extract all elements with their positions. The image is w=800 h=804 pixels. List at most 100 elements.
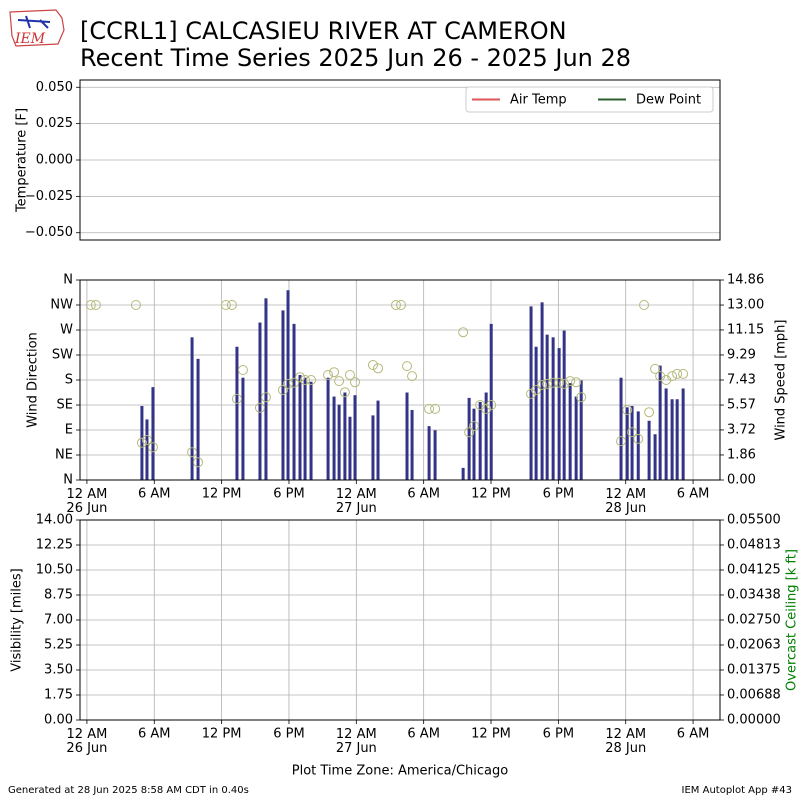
y-tick-label: 0.00 xyxy=(44,713,73,728)
y-tick-label: 7.00 xyxy=(44,613,73,628)
bar xyxy=(625,407,629,480)
y2-axis-label: Wind Speed [mph] xyxy=(774,320,789,441)
bar xyxy=(433,430,437,480)
y2-tick-label: 13.00 xyxy=(727,298,764,313)
y-tick-label: S xyxy=(65,373,73,388)
x-tick-label: 12 PM xyxy=(471,487,511,502)
x-tick-label: 12 PM xyxy=(202,727,242,742)
bar xyxy=(653,434,657,480)
bar xyxy=(568,383,572,480)
point xyxy=(616,436,627,447)
point xyxy=(486,400,497,410)
point xyxy=(548,377,559,388)
bar xyxy=(619,377,623,480)
y-tick-label: 12.25 xyxy=(36,538,73,553)
point xyxy=(339,387,350,398)
y-axis-label: Wind Direction xyxy=(26,332,41,428)
y2-tick-label: 0.00688 xyxy=(727,687,781,702)
y-tick-label: E xyxy=(65,423,73,438)
bar xyxy=(286,290,290,480)
point xyxy=(193,457,204,468)
x-tick-label: 6 PM xyxy=(543,727,574,742)
point xyxy=(468,421,479,432)
point xyxy=(136,437,147,448)
bar xyxy=(410,410,414,480)
point xyxy=(576,392,587,403)
y2-tick-label: 0.05500 xyxy=(727,513,781,528)
bar xyxy=(337,404,341,480)
bar xyxy=(551,337,555,480)
point xyxy=(396,300,407,310)
logo-map xyxy=(9,9,65,47)
legend-box xyxy=(465,86,714,113)
point xyxy=(344,370,355,380)
y2-axis-label: Overcast Ceiling [k ft] xyxy=(785,549,800,691)
y-tick-label: 0.050 xyxy=(36,80,73,95)
point xyxy=(672,368,683,379)
point xyxy=(295,372,306,383)
bar xyxy=(461,467,465,480)
point xyxy=(254,402,265,413)
bar xyxy=(658,365,662,480)
point xyxy=(373,363,384,374)
plot-frame xyxy=(79,79,721,241)
point xyxy=(306,375,317,385)
bar xyxy=(343,392,347,480)
point xyxy=(622,405,633,415)
plot-frame xyxy=(79,519,721,721)
y2-tick-label: 0.02063 xyxy=(727,637,781,652)
footer-right: IEM Autoplot App #43 xyxy=(682,785,792,796)
y-tick-label: 5.25 xyxy=(44,638,73,653)
chart-title: [CCRL1] CALCASIEU RIVER AT CAMERON xyxy=(80,17,567,45)
bar xyxy=(529,306,533,480)
bar xyxy=(309,381,313,480)
point xyxy=(458,327,469,338)
bar xyxy=(681,388,685,480)
point xyxy=(565,376,576,387)
bar xyxy=(298,375,302,480)
x-tick-label: 12 AM 27 Jun xyxy=(336,727,377,756)
point xyxy=(260,392,271,403)
bar xyxy=(540,302,544,480)
bar xyxy=(376,400,380,480)
x-tick-label: 6 AM xyxy=(138,487,171,502)
y2-tick-label: 1.86 xyxy=(727,447,756,462)
x-tick-label: 12 PM xyxy=(202,487,242,502)
y-tick-label: 14.00 xyxy=(36,513,73,528)
y2-tick-label: 11.15 xyxy=(727,322,764,337)
x-tick-label: 12 AM 28 Jun xyxy=(605,727,646,756)
bar xyxy=(235,346,239,480)
point xyxy=(407,371,418,382)
bar xyxy=(647,420,651,480)
bar xyxy=(574,396,578,480)
y-tick-label: NW xyxy=(50,298,73,313)
point xyxy=(141,435,152,445)
y-tick-label: −0.025 xyxy=(25,189,73,204)
point xyxy=(85,300,96,310)
bar xyxy=(258,322,262,480)
y-tick-label: 0.000 xyxy=(36,153,73,168)
bar xyxy=(427,426,431,480)
bar xyxy=(281,310,285,480)
point xyxy=(329,367,340,378)
point xyxy=(289,377,300,388)
point xyxy=(678,368,689,379)
y2-tick-label: 14.86 xyxy=(727,273,764,288)
y-tick-label: N xyxy=(63,473,73,488)
bar xyxy=(145,419,149,480)
y2-tick-label: 3.72 xyxy=(727,422,756,437)
x-tick-label: 6 AM xyxy=(407,727,440,742)
point xyxy=(187,447,198,458)
x-tick-label: 6 PM xyxy=(273,487,304,502)
point xyxy=(559,378,570,389)
bar xyxy=(478,401,482,480)
point xyxy=(481,403,492,414)
y2-tick-label: 0.01375 xyxy=(727,663,781,678)
bar xyxy=(489,323,493,480)
point xyxy=(350,377,361,388)
bar xyxy=(371,415,375,480)
legend-label: Dew Point xyxy=(636,93,701,108)
point xyxy=(542,378,553,389)
bar xyxy=(562,330,566,480)
